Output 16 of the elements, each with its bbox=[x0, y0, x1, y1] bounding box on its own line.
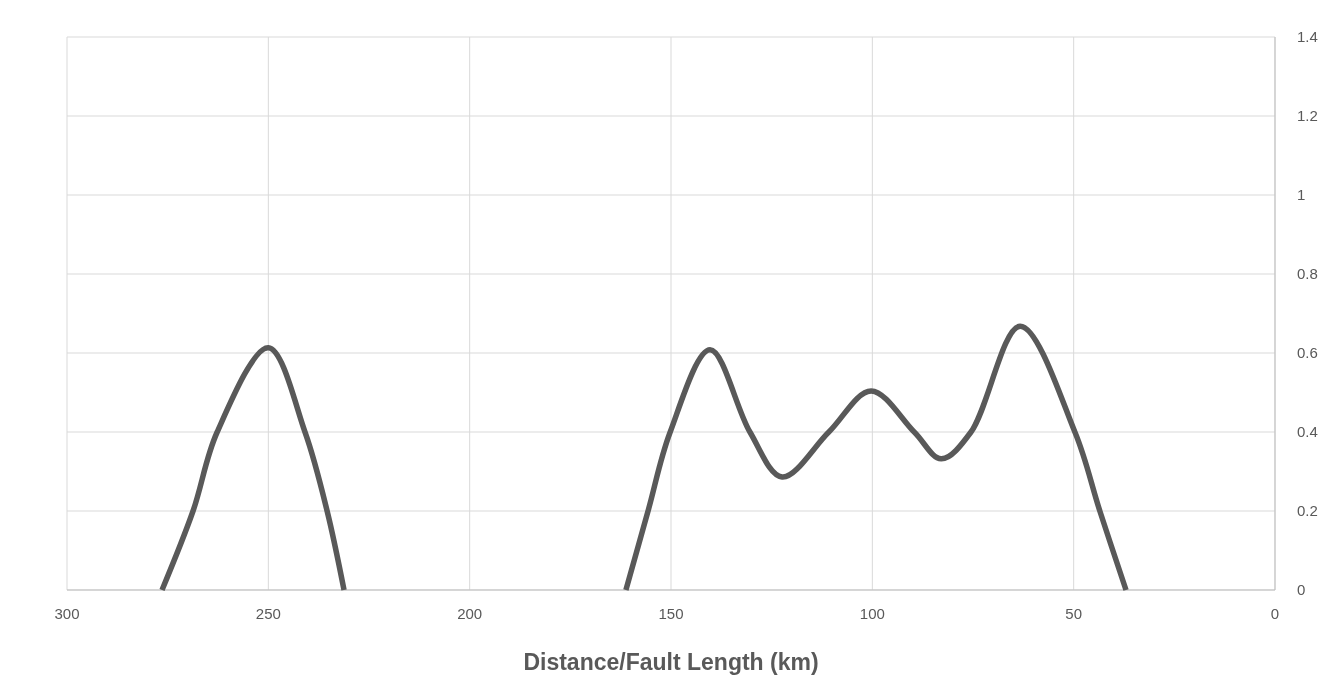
x-tick-label: 200 bbox=[457, 605, 483, 622]
x-tick-label: 300 bbox=[54, 605, 80, 622]
y-tick-label: 0 bbox=[1297, 581, 1306, 598]
x-tick-label: 50 bbox=[1065, 605, 1083, 622]
y-tick-label: 1.4 bbox=[1297, 28, 1318, 45]
y-tick-label: 1.2 bbox=[1297, 107, 1318, 124]
x-tick-label: 250 bbox=[255, 605, 281, 622]
y-tick-label: 1 bbox=[1297, 186, 1306, 203]
x-tick-label: 100 bbox=[859, 605, 885, 622]
x-tick-label: 150 bbox=[658, 605, 684, 622]
y-tick-label: 0.6 bbox=[1297, 344, 1318, 361]
y-tick-label: 0.8 bbox=[1297, 265, 1318, 282]
x-tick-label: 0 bbox=[1270, 605, 1280, 622]
x-axis-title: Distance/Fault Length (km) bbox=[523, 649, 819, 675]
y-tick-label: 0.2 bbox=[1297, 502, 1318, 519]
y-tick-label: 0.4 bbox=[1297, 423, 1318, 440]
